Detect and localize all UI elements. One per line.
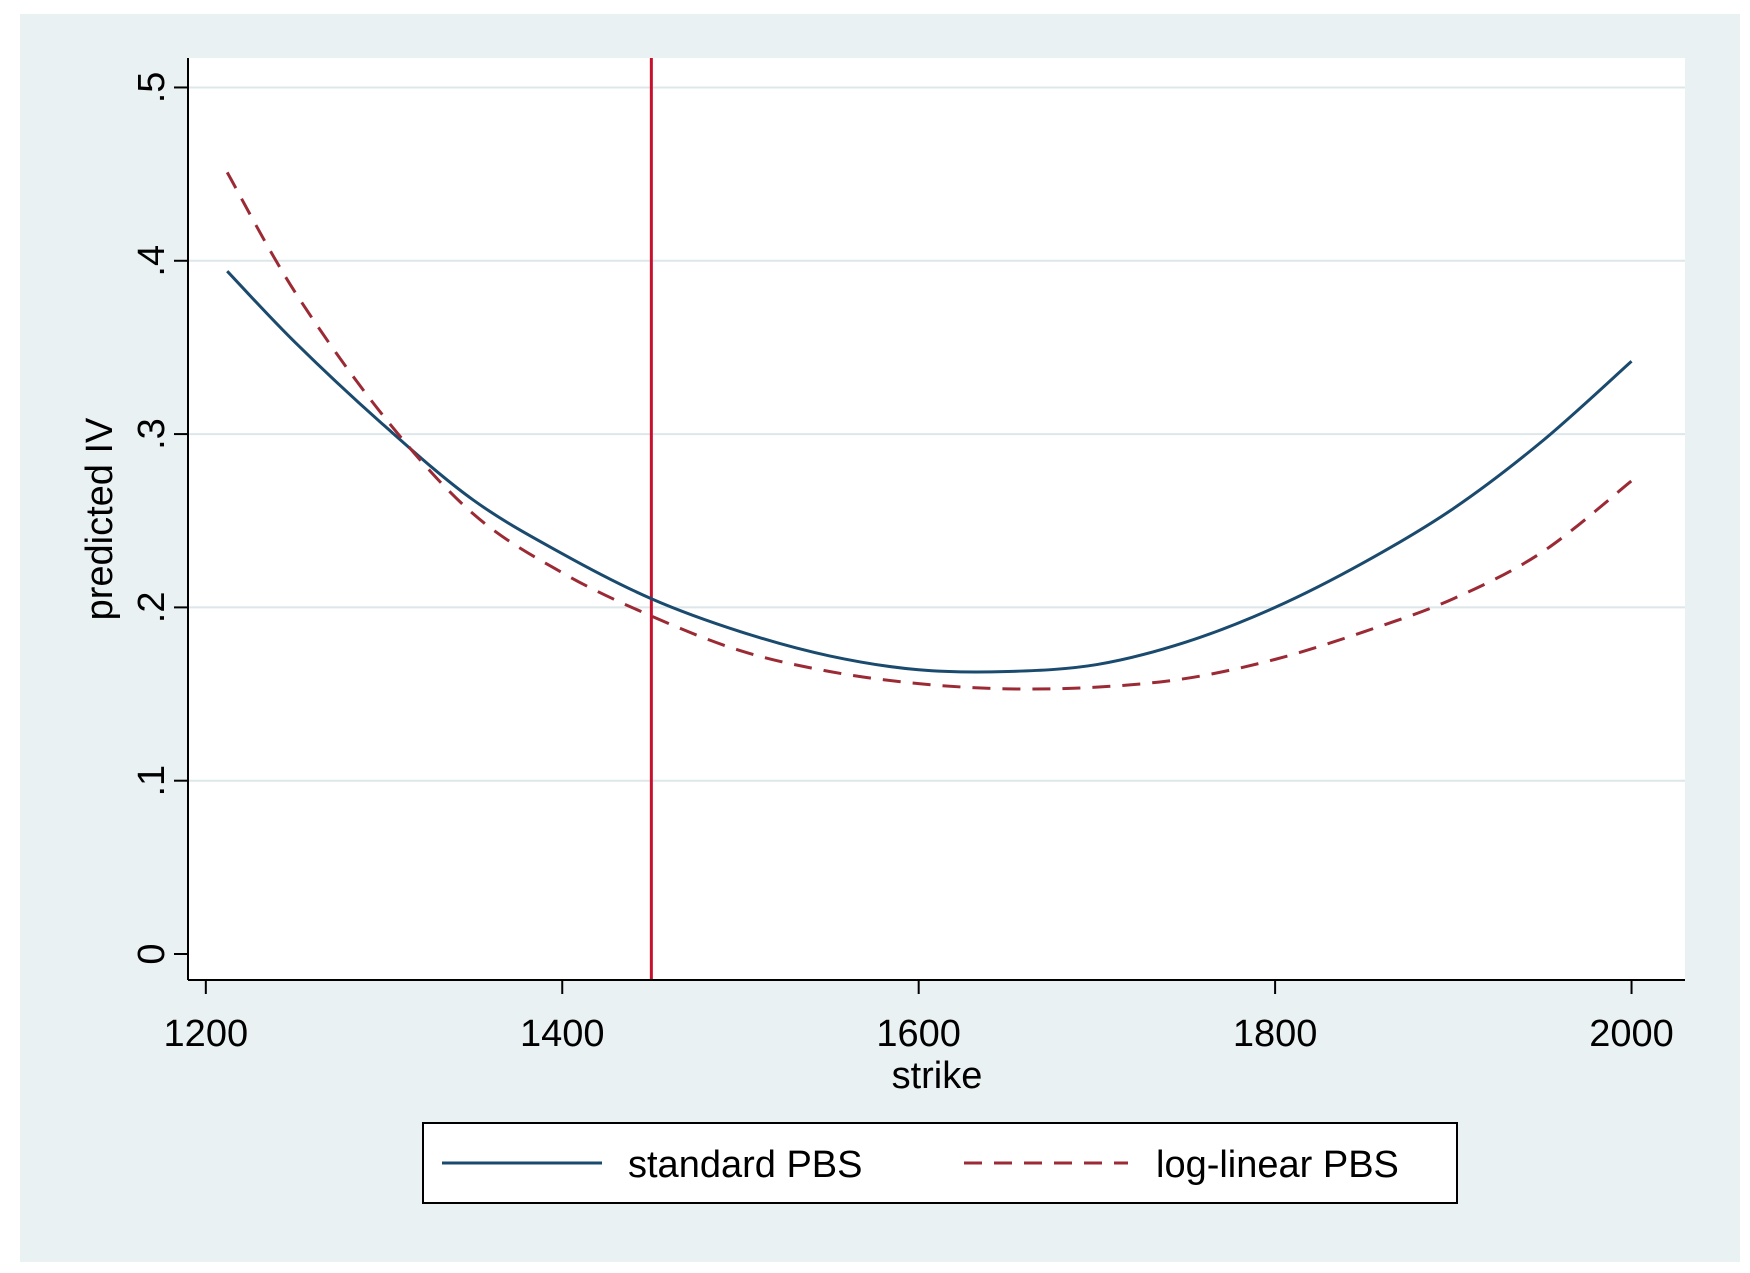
y-ticks: 0 .1 .2 .3 .4 .5 [131, 72, 188, 965]
y-tick-label: .5 [131, 72, 173, 104]
x-tick-label: 1600 [876, 1013, 961, 1055]
legend-label-log-linear-pbs: log-linear PBS [1156, 1144, 1399, 1186]
y-tick-label: .3 [131, 418, 173, 450]
x-tick-label: 2000 [1589, 1013, 1674, 1055]
y-axis-label: predicted IV [79, 417, 121, 620]
x-ticks: 1200 1400 1600 1800 2000 [164, 980, 1674, 1055]
y-tick-label: .2 [131, 592, 173, 624]
series-layer [225, 171, 1633, 691]
legend: standard PBS log-linear PBS [422, 1122, 1458, 1204]
legend-label-standard-pbs: standard PBS [628, 1144, 862, 1186]
grid-lines [188, 86, 1685, 782]
y-tick-label: .1 [131, 765, 173, 797]
x-axis-label: strike [892, 1055, 983, 1097]
x-tick-label: 1800 [1233, 1013, 1318, 1055]
y-tick-label: .4 [131, 245, 173, 277]
series-line-log-linear-pbs [225, 171, 1633, 691]
x-tick-label: 1200 [164, 1013, 249, 1055]
series-line-standard-pbs [226, 270, 1633, 674]
y-tick-label: 0 [131, 943, 173, 964]
x-tick-label: 1400 [520, 1013, 605, 1055]
axes [187, 58, 1685, 981]
plot-area [188, 58, 1685, 980]
